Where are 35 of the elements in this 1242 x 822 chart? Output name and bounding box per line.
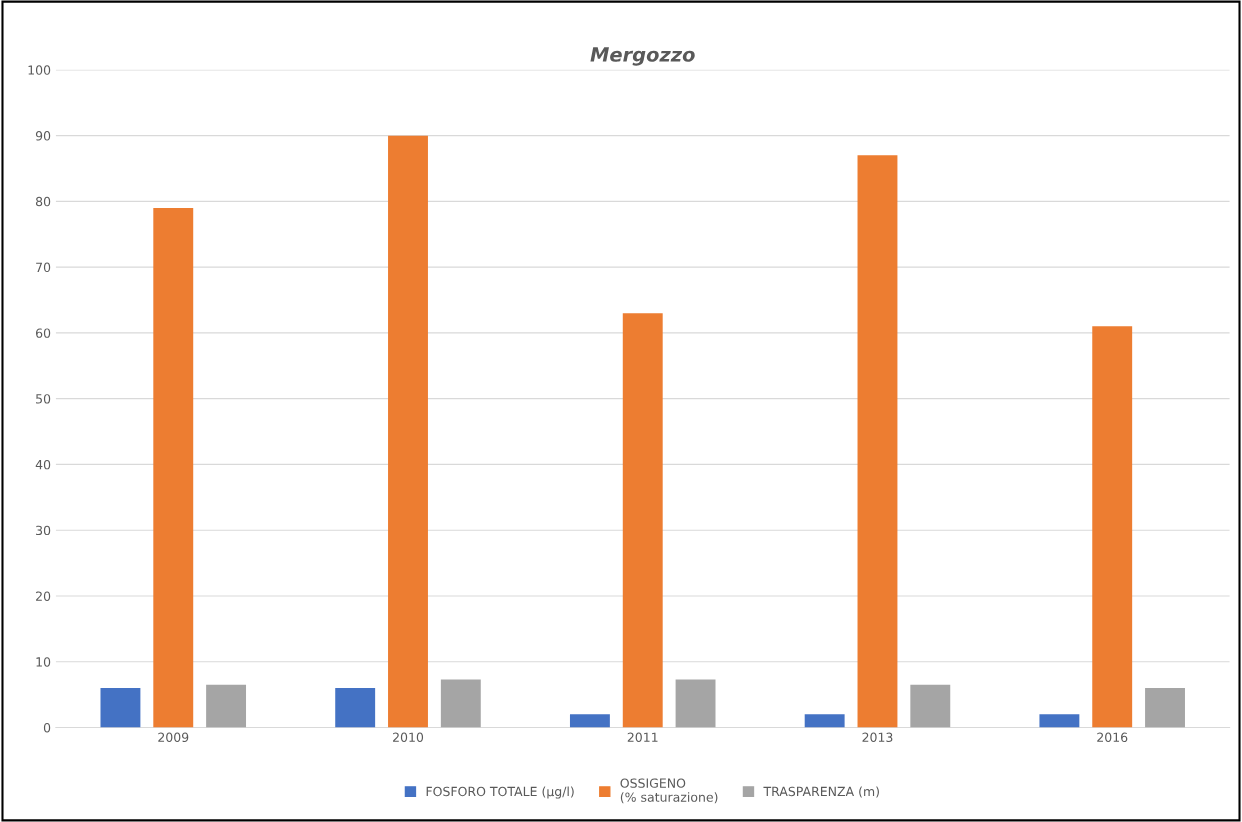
bar: [206, 684, 247, 728]
x-tick-label: 2016: [1097, 732, 1128, 743]
x-tick-label: 2010: [393, 732, 424, 743]
bar: [153, 207, 194, 728]
y-tick-label: 30: [36, 525, 51, 536]
bar: [100, 688, 141, 728]
bar: [675, 679, 716, 728]
y-tick-label: 0: [43, 722, 51, 733]
y-tick-label: 20: [36, 591, 51, 601]
y-tick-label: 10: [36, 657, 51, 667]
bar: [335, 688, 376, 728]
bar: [910, 684, 951, 728]
bar: [1039, 714, 1080, 728]
chart-title: Mergozzo: [590, 47, 695, 66]
x-tick-label: 2011: [627, 732, 658, 743]
y-tick-label: 100: [28, 65, 51, 75]
y-tick-label: 40: [35, 459, 51, 470]
y-tick-label: 50: [36, 394, 51, 404]
x-tick-label: 2013: [862, 732, 893, 743]
bar: [569, 714, 610, 728]
bar: [388, 135, 428, 728]
y-tick-label: 60: [36, 328, 51, 338]
bar: [1092, 326, 1133, 728]
y-tick-label: 80: [35, 196, 51, 207]
legend-label: OSSIGENO (% saturazione): [620, 778, 718, 804]
bar: [804, 714, 845, 728]
legend-label: FOSFORO TOTALE (µg/l): [426, 786, 574, 799]
y-tick-label: 90: [35, 131, 51, 141]
y-tick-label: 70: [36, 262, 51, 273]
legend-label: TRASPARENZA (m): [763, 786, 879, 798]
bar: [1145, 688, 1185, 728]
x-tick-label: 2009: [158, 732, 189, 743]
bar: [622, 313, 663, 728]
bar: [440, 679, 481, 728]
bar: [857, 155, 898, 728]
